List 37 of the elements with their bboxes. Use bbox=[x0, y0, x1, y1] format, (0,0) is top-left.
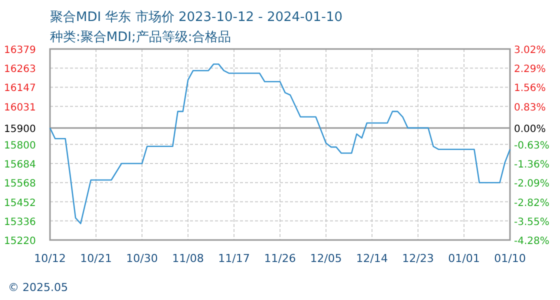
y2-tick-label: 2.29% bbox=[514, 64, 546, 76]
y-tick-label: 16379 bbox=[4, 45, 36, 56]
x-tick-label: 01/01 bbox=[448, 252, 480, 265]
y2-tick-label: -4.28% bbox=[514, 236, 550, 247]
y-tick-label: 16263 bbox=[4, 64, 36, 76]
y-tick-label: 15568 bbox=[4, 178, 36, 190]
y-tick-label: 15900 bbox=[4, 124, 36, 135]
x-tick-label: 11/17 bbox=[218, 252, 250, 265]
y-tick-label: 15336 bbox=[4, 216, 36, 228]
y2-tick-label: -1.36% bbox=[514, 160, 550, 171]
y-tick-label: 16031 bbox=[4, 102, 36, 114]
y2-tick-label: -2.09% bbox=[514, 178, 550, 190]
chart-subtitle: 种类:聚合MDI;产品等级:合格品 bbox=[50, 30, 232, 45]
y2-tick-label: 0.83% bbox=[514, 102, 546, 114]
y-tick-label: 15800 bbox=[4, 140, 36, 152]
x-tick-label: 11/08 bbox=[172, 252, 204, 265]
y-tick-label: 16147 bbox=[4, 83, 36, 94]
y2-tick-label: 0.00% bbox=[514, 124, 546, 136]
x-tick-label: 12/14 bbox=[356, 252, 388, 265]
x-tick-label: 10/21 bbox=[80, 252, 112, 265]
y2-tick-label: -2.82% bbox=[514, 198, 550, 209]
x-tick-label: 11/26 bbox=[264, 252, 296, 265]
text: © 2025.05 bbox=[8, 281, 68, 294]
y2-tick-label: -3.55% bbox=[514, 216, 550, 228]
y2-tick-label: 1.56% bbox=[514, 83, 546, 94]
y-tick-label: 15452 bbox=[4, 198, 36, 209]
x-tick-label: 10/12 bbox=[34, 252, 66, 265]
x-tick-label: 12/05 bbox=[310, 252, 342, 265]
x-tick-label: 12/23 bbox=[402, 252, 434, 265]
chart-title: 聚合MDI 华东 市场价 2023-10-12 - 2024-01-10 bbox=[50, 10, 343, 25]
y2-tick-label: -0.63% bbox=[514, 140, 550, 152]
x-tick-label: 10/30 bbox=[126, 252, 158, 265]
line-series bbox=[49, 64, 511, 224]
y2-tick-label: 3.02% bbox=[514, 45, 546, 56]
x-tick-label: 01/10 bbox=[494, 252, 526, 265]
y-tick-label: 15684 bbox=[4, 160, 36, 171]
y-tick-label: 15220 bbox=[4, 236, 36, 247]
